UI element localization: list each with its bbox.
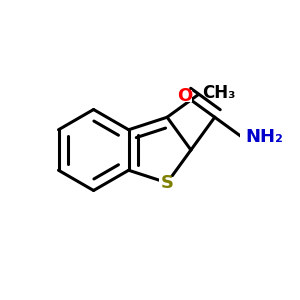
Bar bbox=[240, 131, 265, 144]
Text: O: O bbox=[178, 87, 193, 105]
Text: S: S bbox=[160, 174, 174, 192]
Bar bbox=[178, 90, 192, 102]
Bar bbox=[159, 177, 175, 189]
Text: CH₃: CH₃ bbox=[202, 84, 235, 102]
Text: NH₂: NH₂ bbox=[245, 128, 283, 146]
